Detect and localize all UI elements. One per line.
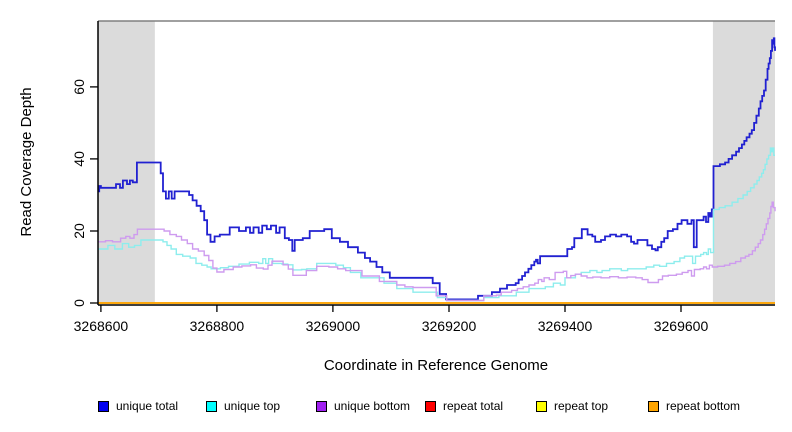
y-tick-label: 60: [71, 79, 87, 95]
chart-canvas: 3268600 3268800 3269000 3269200 3269400 32696…: [18, 20, 776, 374]
x-axis-title: Coordinate in Reference Genome: [324, 357, 548, 374]
legend-item-unique-bottom: unique bottom: [316, 400, 410, 412]
legend-swatch-unique-top: [206, 400, 217, 412]
legend-label: unique bottom: [334, 399, 411, 413]
legend-swatch-unique-total: [98, 400, 109, 412]
series-line-unique-total: [98, 37, 776, 301]
right-repeat-region-band: [712, 21, 775, 304]
legend-label: unique top: [224, 399, 281, 413]
x-tick-label: 3269600: [654, 318, 709, 334]
legend-item-unique-total: unique total: [98, 400, 178, 412]
x-tick-label: 3269200: [422, 318, 477, 334]
x-tick-label: 3268800: [190, 318, 245, 334]
legend-swatch-repeat-total: [425, 400, 436, 412]
legend-label: repeat top: [554, 399, 609, 413]
legend-swatch-unique-bottom: [316, 400, 327, 412]
legend-swatch-repeat-top: [536, 400, 547, 412]
y-tick-label: 20: [71, 223, 87, 239]
legend-item-repeat-total: repeat total: [425, 400, 503, 412]
legend-item-repeat-bottom: repeat bottom: [648, 400, 740, 412]
x-tick-label: 3268600: [74, 318, 129, 334]
legend-label: repeat bottom: [666, 399, 741, 413]
legend: unique total unique top unique bottom repea…: [0, 388, 792, 432]
y-tick-label: 40: [71, 151, 87, 167]
legend-label: repeat total: [443, 399, 504, 413]
x-tick-label: 3269400: [538, 318, 593, 334]
legend-label: unique total: [116, 399, 179, 413]
series-line-unique-top: [98, 147, 775, 302]
y-tick-label: 0: [71, 299, 87, 307]
axes: 3268600 3268800 3269000 3269200 3269400 32696…: [71, 20, 775, 334]
legend-item-repeat-top: repeat top: [536, 400, 608, 412]
series-lines: [98, 37, 776, 304]
x-tick-label: 3269000: [306, 318, 361, 334]
series-line-unique-bottom: [98, 201, 776, 302]
y-axis-title: Read Coverage Depth: [18, 87, 35, 236]
legend-swatch-repeat-bottom: [648, 400, 659, 412]
legend-item-unique-top: unique top: [206, 400, 280, 412]
